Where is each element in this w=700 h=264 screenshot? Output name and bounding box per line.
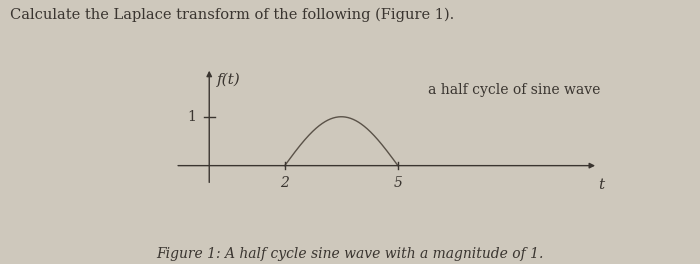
Text: Figure 1: A half cycle sine wave with a magnitude of 1.: Figure 1: A half cycle sine wave with a … [156, 247, 544, 261]
Text: Calculate the Laplace transform of the following (Figure 1).: Calculate the Laplace transform of the f… [10, 8, 455, 22]
Text: 2: 2 [280, 176, 289, 190]
Text: f(t): f(t) [217, 73, 241, 87]
Text: t: t [598, 178, 605, 192]
Text: a half cycle of sine wave: a half cycle of sine wave [428, 83, 601, 97]
Text: 1: 1 [187, 110, 196, 124]
Text: 5: 5 [393, 176, 402, 190]
